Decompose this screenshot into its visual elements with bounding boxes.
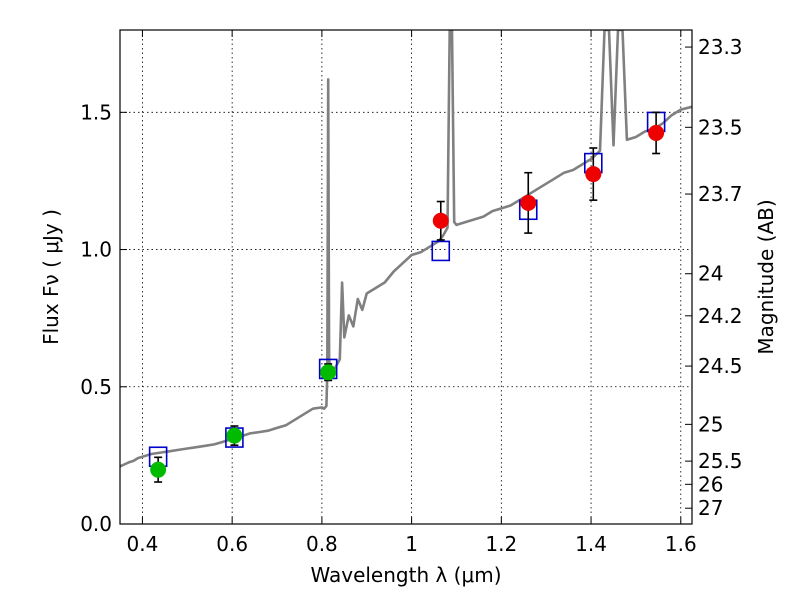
x-tick-label: 1.6	[665, 532, 697, 556]
x-tick-label: 0.8	[306, 532, 338, 556]
mag-tick-label: 24	[698, 262, 723, 286]
y2-axis-title: Magnitude (AB)	[754, 199, 778, 354]
y-tick-label: 0.0	[80, 512, 112, 536]
observed-nir-point	[432, 212, 449, 229]
y-tick-label: 0.5	[80, 375, 112, 399]
model-spectrum-line	[120, 30, 692, 468]
mag-tick-label: 26	[698, 472, 723, 496]
model-photometry-boxes	[148, 111, 666, 468]
observed-optical-point	[226, 427, 243, 444]
mag-tick-label: 23.5	[698, 115, 743, 139]
observed-nir-point	[585, 166, 602, 183]
ticks: 0.4 0.6 0.8 1 1.2 1.4 1.6 0.0 0.5 1.0 1.5 23.3 23.5 2…	[80, 30, 743, 556]
x-tick-label: 1.2	[485, 532, 517, 556]
mag-tick-label: 25.5	[698, 449, 743, 473]
observed-nir-point	[520, 194, 537, 211]
mag-tick-label: 23.7	[698, 182, 743, 206]
observed-optical-point	[150, 461, 167, 478]
plot-frame	[119, 29, 693, 525]
x-tick-label: 0.6	[216, 532, 248, 556]
observed-points	[150, 124, 665, 478]
x-tick-label: 1.4	[575, 532, 607, 556]
x-tick-label: 1	[405, 532, 418, 556]
x-tick-label: 0.4	[127, 532, 159, 556]
grid	[120, 30, 692, 525]
mag-tick-label: 23.3	[698, 35, 743, 59]
model-spectrum	[120, 30, 692, 468]
y-axis-title: Flux Fν ( μJy )	[39, 209, 63, 345]
model-photometry-box	[431, 240, 451, 262]
y-tick-label: 1.5	[80, 100, 112, 124]
y-tick-label: 1.0	[80, 238, 112, 262]
observed-nir-point	[648, 124, 665, 141]
mag-tick-label: 24.5	[698, 354, 743, 378]
mag-tick-label: 24.2	[698, 304, 743, 328]
mag-tick-label: 25	[698, 412, 723, 436]
observed-optical-point	[320, 364, 337, 381]
mag-tick-label: 27	[698, 496, 723, 520]
x-axis-title: Wavelength λ (μm)	[310, 563, 501, 587]
